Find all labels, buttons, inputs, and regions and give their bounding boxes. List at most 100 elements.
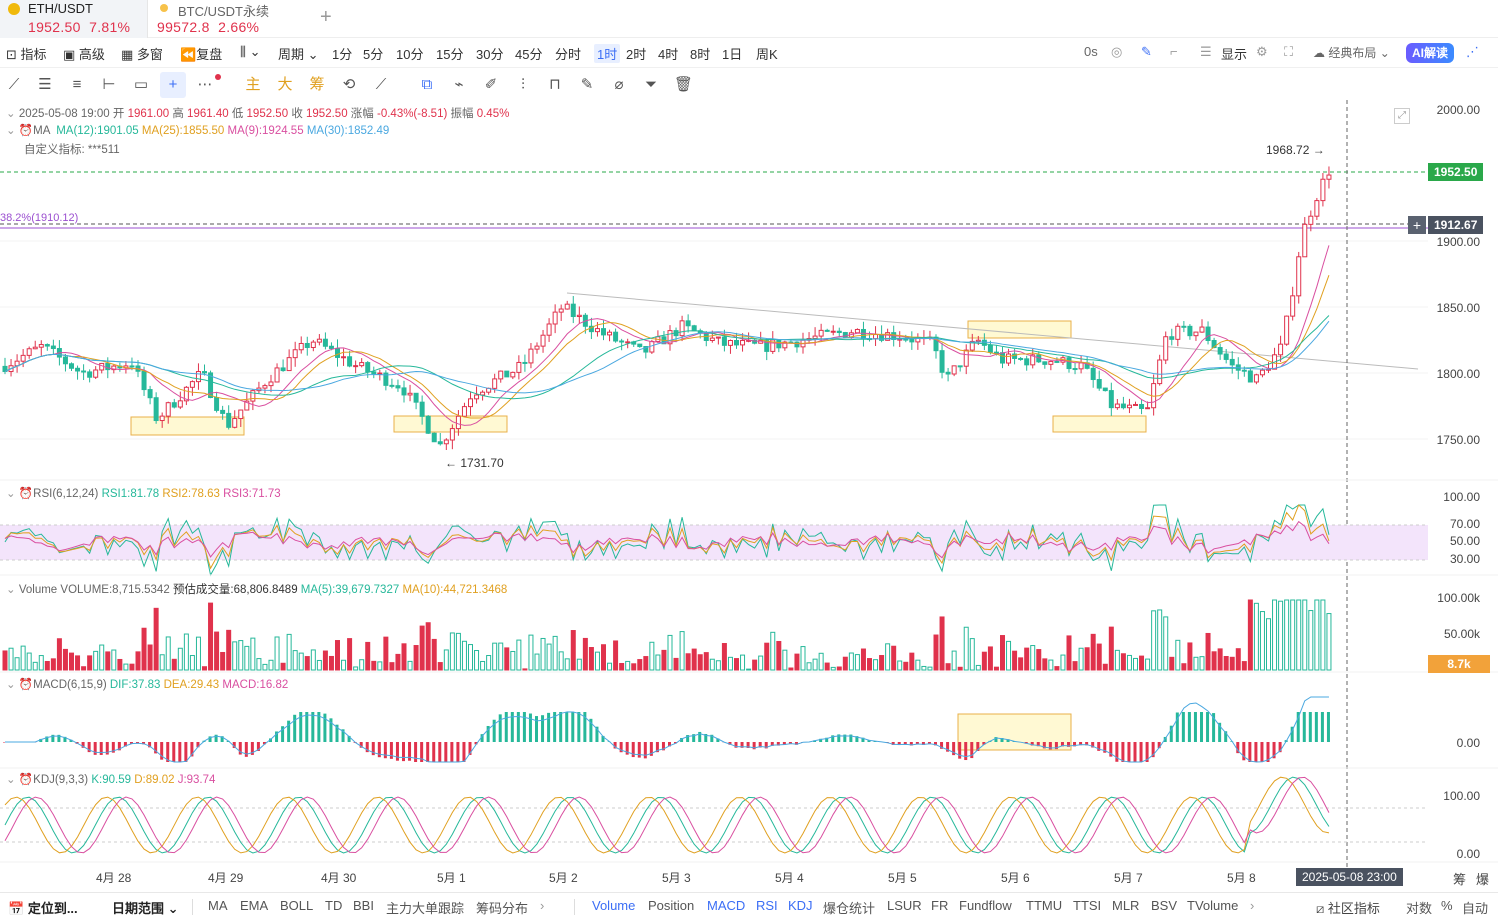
interval-button[interactable]: 周K — [756, 47, 778, 62]
date-range-button[interactable]: 日期范围 ⌄ — [112, 901, 179, 916]
indicator-toggle[interactable]: TTSI — [1073, 898, 1102, 913]
note-icon[interactable]: ✎ — [580, 76, 594, 93]
scroll-right-icon[interactable]: › — [1250, 898, 1255, 913]
interval-button[interactable]: 8时 — [690, 47, 711, 62]
corner-icon[interactable]: ⌐ — [1170, 44, 1178, 59]
indicator-toggle[interactable]: 爆仓统计 — [823, 901, 876, 916]
lock-icon[interactable]: ⊓ — [549, 76, 561, 93]
pen-icon[interactable]: ✎ — [1141, 44, 1152, 59]
interval-button[interactable]: 1时 — [594, 44, 621, 63]
list-icon[interactable]: ☰ — [1200, 44, 1212, 59]
filter-icon[interactable]: ⏷ — [644, 76, 657, 93]
indicator-toggle[interactable]: TTMU — [1026, 898, 1063, 913]
indicator-toggle[interactable]: MACD — [707, 898, 746, 913]
multi-window-button[interactable]: ▦ 多窗 — [121, 47, 163, 62]
kline-chart[interactable] — [0, 100, 1498, 892]
indicator-toggle[interactable]: Volume — [592, 898, 636, 913]
percent-scale-toggle[interactable]: % — [1441, 898, 1453, 913]
collapse-icon[interactable]: ⌄ — [6, 774, 16, 786]
parallel-lines-icon[interactable]: ☰ — [38, 76, 52, 93]
indicator-toggle[interactable]: LSUR — [887, 898, 922, 913]
more-icon[interactable]: ⋯ — [197, 76, 213, 93]
chart-type-button[interactable]: ⫼ ⌄ — [240, 44, 261, 60]
rectangle-icon[interactable]: ▭ — [133, 76, 149, 93]
collapse-icon[interactable]: ⌄ — [6, 125, 16, 137]
indicators-button[interactable]: ⊡ 指标 — [6, 47, 47, 62]
replay-button[interactable]: ⏪复盘 — [180, 47, 223, 62]
alarm-icon[interactable]: ⏰ — [18, 125, 34, 137]
indicator-toggle[interactable]: Position — [648, 898, 695, 913]
collapse-icon[interactable]: ⌄ — [6, 488, 16, 500]
ruler-icon[interactable]: ⌁ — [454, 76, 464, 93]
interval-button[interactable]: 1分 — [332, 47, 353, 62]
macd-bar — [1006, 739, 1010, 742]
alarm-icon[interactable]: ⏰ — [18, 488, 34, 500]
channel-icon[interactable]: ≡ — [72, 76, 82, 93]
interval-button[interactable]: 分时 — [555, 47, 582, 62]
collapse-icon[interactable]: ⌄ — [6, 108, 16, 120]
period-button[interactable]: 周期 ⌄ — [278, 47, 319, 62]
expand-icon[interactable]: ⤢ — [1394, 108, 1410, 124]
candles-icon[interactable]: ⫶ — [521, 76, 525, 93]
interval-button[interactable]: 15分 — [436, 47, 464, 62]
tab-btc[interactable]: BTC/USDT永续 99572.8 2.66% — [150, 0, 310, 38]
indicator-toggle[interactable]: MA — [208, 898, 228, 913]
annotation-box — [967, 320, 1072, 339]
collapse-icon[interactable]: ⌄ — [6, 584, 16, 596]
indicator-toggle[interactable]: BOLL — [280, 898, 314, 913]
locate-button[interactable]: 📅 定位到... — [8, 901, 78, 916]
candle-body — [594, 328, 600, 333]
scroll-right-icon[interactable]: › — [540, 898, 545, 913]
indicator-toggle[interactable]: BBI — [353, 898, 374, 913]
link-icon[interactable]: ⌀ — [614, 76, 624, 93]
measure-icon[interactable]: ⟋ — [375, 76, 387, 93]
gear-icon[interactable]: ⚙ — [1256, 44, 1268, 59]
auto-scale-toggle[interactable]: 自动 — [1462, 901, 1489, 916]
tab-eth[interactable]: ETH/USDT 1952.50 7.81% — [0, 0, 148, 38]
add-alert-icon[interactable]: + — [1408, 216, 1426, 234]
indicator-toggle[interactable]: 主力大单跟踪 — [386, 901, 465, 916]
ai-button[interactable]: AI解读 — [1406, 43, 1455, 63]
magnet-icon[interactable]: ⟲ — [342, 76, 356, 93]
fullscreen-icon[interactable]: ⛶ — [1284, 44, 1294, 59]
trash-icon[interactable]: 🗑 — [674, 76, 694, 93]
indicator-toggle[interactable]: BSV — [1151, 898, 1178, 913]
indicator-toggle[interactable]: FR — [931, 898, 949, 913]
main-force-tool[interactable]: 主 — [245, 76, 261, 93]
big-order-tool[interactable]: 大 — [277, 76, 293, 93]
indicator-toggle[interactable]: MLR — [1112, 898, 1140, 913]
interval-button[interactable]: 10分 — [396, 47, 424, 62]
indicator-toggle[interactable]: EMA — [240, 898, 269, 913]
indicator-toggle[interactable]: TD — [325, 898, 343, 913]
add-tab-button[interactable]: + — [320, 6, 332, 28]
community-indicators-button[interactable]: ⧄ 社区指标 — [1316, 901, 1380, 916]
indicator-toggle[interactable]: TVolume — [1187, 898, 1239, 913]
camera-icon[interactable]: ◎ — [1111, 44, 1123, 59]
horizontal-line-icon[interactable]: ⊢ — [102, 76, 116, 93]
log-scale-toggle[interactable]: 对数 — [1406, 901, 1433, 916]
layout-button[interactable]: ☁ 经典布局 ⌄ — [1313, 46, 1390, 60]
interval-button[interactable]: 30分 — [476, 47, 504, 62]
alarm-icon[interactable]: ⏰ — [18, 774, 34, 786]
line-tool-icon[interactable]: ⟋ — [8, 76, 20, 93]
interval-button[interactable]: 2时 — [626, 47, 647, 62]
share-icon[interactable]: ⋰ — [1466, 44, 1479, 59]
indicator-toggle[interactable]: RSI — [756, 898, 778, 913]
interval-button[interactable]: 4时 — [658, 47, 679, 62]
alarm-icon[interactable]: ⏰ — [18, 679, 34, 691]
chips-toggle[interactable]: 筹 — [1453, 872, 1467, 887]
collapse-icon[interactable]: ⌄ — [6, 679, 16, 691]
copy-icon[interactable]: ⧉ — [421, 76, 433, 93]
indicator-toggle[interactable]: 筹码分布 — [476, 901, 529, 916]
interval-button[interactable]: 5分 — [363, 47, 384, 62]
liquidation-toggle[interactable]: 爆 — [1476, 872, 1490, 887]
brush-icon[interactable]: ✐ — [484, 76, 498, 93]
crosshair-icon[interactable]: + — [160, 72, 186, 98]
interval-button[interactable]: 1日 — [722, 47, 743, 62]
indicator-toggle[interactable]: Fundflow — [959, 898, 1012, 913]
advanced-button[interactable]: ▣ 高级 — [63, 47, 105, 62]
interval-button[interactable]: 45分 — [515, 47, 543, 62]
chips-tool[interactable]: 筹 — [309, 76, 325, 93]
display-button[interactable]: 显示 — [1221, 47, 1248, 62]
indicator-toggle[interactable]: KDJ — [788, 898, 813, 913]
